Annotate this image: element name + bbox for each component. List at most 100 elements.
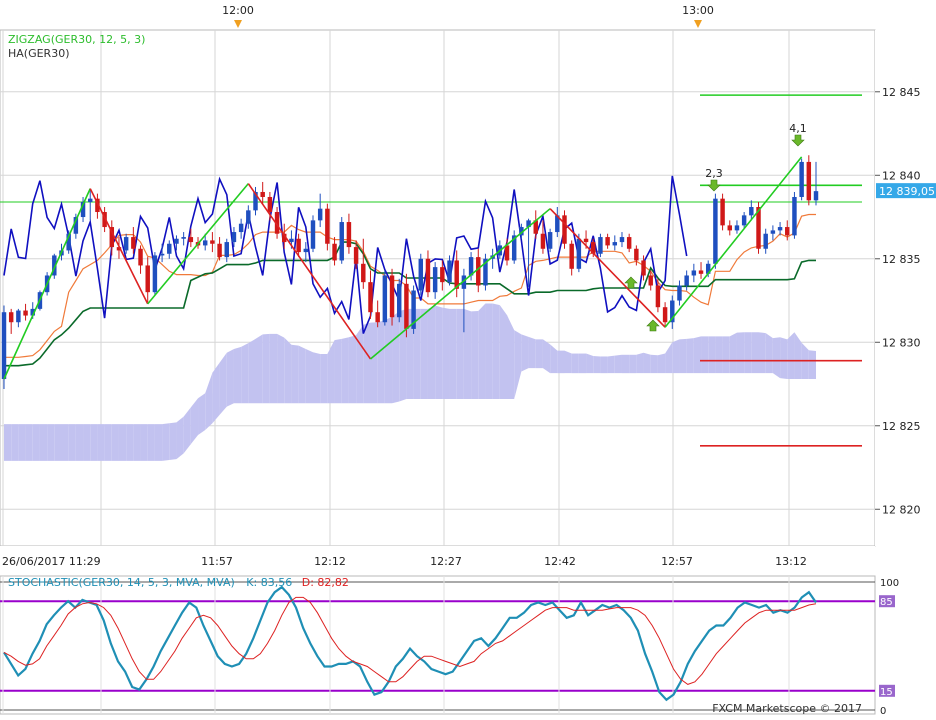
svg-text:STOCHASTIC(GER30, 14, 5, 3, MV: STOCHASTIC(GER30, 14, 5, 3, MVA, MVA) K:…	[8, 576, 349, 589]
cloud-segment	[212, 362, 220, 424]
candle-body	[296, 238, 301, 253]
cloud-segment	[68, 424, 76, 461]
cloud-segment	[420, 308, 428, 400]
candle-body	[763, 233, 768, 249]
cloud-segment	[363, 322, 371, 404]
time-tick-label: 12:57	[661, 555, 693, 568]
price-tick-label: 12 820	[882, 503, 921, 516]
candle-body	[691, 270, 697, 276]
candle-body	[813, 191, 819, 201]
cloud-segment	[722, 336, 730, 374]
candle-body	[792, 196, 797, 236]
main-price-panel[interactable]: 2,3 4,1 ZIGZAG(GER30, 12, 5, 3) HA(GER30)	[0, 29, 876, 547]
candle-body	[353, 247, 359, 264]
cloud-segment	[449, 308, 457, 400]
cloud-segment	[162, 423, 170, 461]
stoch-level-badge	[879, 595, 895, 608]
candle-body	[425, 258, 431, 293]
cloud-segment	[715, 336, 723, 374]
zigzag-segment	[247, 183, 372, 360]
cloud-segment	[550, 344, 558, 374]
cloud-segment	[262, 333, 270, 404]
candle-body	[375, 312, 380, 323]
cloud-segment	[686, 338, 694, 374]
candle-body	[576, 238, 582, 269]
time-axis[interactable]: 26/06/2017 11:29 11:57 12:12 12:27 12:42 12:5…	[0, 546, 875, 576]
candle-body	[310, 220, 316, 249]
candle-body	[181, 237, 186, 239]
candle-body	[23, 310, 28, 316]
candle-body	[727, 225, 732, 231]
candle-body	[749, 207, 754, 216]
cloud-segment	[514, 330, 522, 400]
cloud-segment	[219, 352, 227, 415]
cloud-segment	[571, 353, 579, 374]
cloud-segment	[578, 353, 587, 374]
candle-body	[52, 255, 57, 276]
candle-body	[705, 263, 711, 274]
zigzag-segment	[664, 156, 803, 328]
cloud-segment	[133, 424, 141, 461]
price-tick-label: 12 835	[882, 253, 921, 266]
cloud-segment	[636, 352, 644, 374]
cloud-segment	[118, 424, 127, 461]
zigzag-down-arrow	[791, 134, 805, 147]
candle-body	[598, 237, 603, 254]
cloud-segment	[621, 354, 630, 374]
stochastic-grid	[0, 576, 875, 714]
current-price-badge-label: 12 839,05	[879, 185, 935, 198]
candle-body	[282, 233, 287, 243]
candle-body	[131, 237, 136, 249]
candle-body	[138, 248, 143, 266]
candle-body	[785, 227, 790, 236]
cloud-segment	[75, 424, 84, 461]
candle-body	[1, 312, 7, 380]
cloud-segment	[535, 339, 543, 369]
candle-body	[698, 270, 704, 274]
candle-body	[159, 253, 165, 256]
cloud-segment	[499, 305, 508, 400]
candle-body	[591, 242, 596, 254]
cloud-segment	[154, 424, 163, 461]
candle-body	[468, 257, 474, 276]
stochastic-axis[interactable]: 100 85 15 0	[879, 578, 899, 717]
stoch-d-line	[3, 596, 817, 685]
cloud-segment	[463, 308, 472, 400]
candle-body	[713, 198, 718, 264]
cloud-segment	[320, 353, 328, 404]
stochastic-d-label: D: 82,82	[302, 576, 349, 589]
cloud-segment	[126, 424, 134, 461]
candle-body	[253, 191, 258, 211]
cloud-segment	[384, 316, 393, 404]
zigzag-label: 4,1	[789, 122, 807, 135]
candle-body	[411, 290, 416, 329]
stochastic-lines	[3, 585, 817, 702]
candle-body	[432, 267, 438, 293]
top-time-marker-1200[interactable]	[234, 20, 242, 28]
cloud-segment	[607, 355, 615, 374]
candle-body	[303, 248, 309, 253]
cloud-segment	[780, 337, 788, 380]
cloud-segment	[729, 332, 737, 374]
candle-body	[382, 275, 388, 323]
cloud-segment	[183, 407, 191, 454]
zigzag-down-arrow	[707, 179, 721, 192]
chikou-line	[3, 175, 688, 334]
stochastic-panel[interactable]: STOCHASTIC(GER30, 14, 5, 3, MVA, MVA) K:…	[0, 575, 876, 715]
price-axis[interactable]: 12 845 12 840 12 835 12 830 12 825 12 820 12 8…	[875, 30, 936, 546]
candle-body	[720, 198, 725, 226]
candle-body	[756, 207, 761, 249]
candle-body	[238, 223, 244, 233]
candle-body	[741, 215, 747, 226]
cloud-segment	[593, 356, 601, 374]
cloud-segment	[435, 305, 443, 400]
candle-body	[346, 222, 352, 248]
cloud-segment	[140, 424, 148, 461]
cloud-segment	[11, 424, 19, 461]
candle-body	[174, 238, 179, 244]
candle-body	[325, 208, 330, 244]
stochastic-k-label: K: 83,56	[246, 576, 292, 589]
candle-body	[555, 215, 560, 233]
zigzag-segment	[89, 188, 149, 305]
top-time-marker-1300[interactable]	[694, 20, 702, 28]
